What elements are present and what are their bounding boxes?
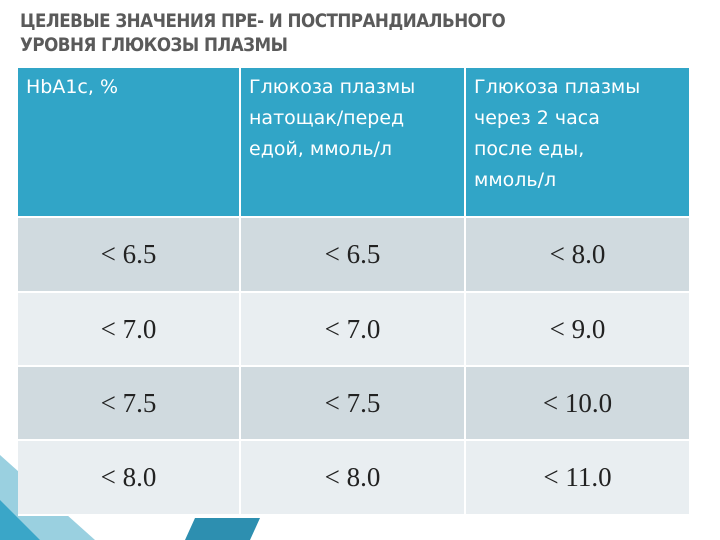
cell-text: < 6.5 [100,239,157,269]
cell-text: < 9.0 [549,313,606,344]
table-cell: < 7.0 [241,293,466,367]
header-text: ммоль/л [474,169,557,191]
cell-text: < 7.0 [324,313,381,344]
cell-text: < 8.0 [549,239,606,269]
cell-text: < 8.0 [100,462,157,492]
title-line: УРОВНЯ ГЛЮКОЗЫ ПЛАЗМЫ [20,34,288,56]
deco-shape [0,500,40,540]
table-cell: < 11.0 [466,441,691,516]
title-line: ЦЕЛЕВЫЕ ЗНАЧЕНИЯ ПРЕ- И ПОСТПРАНДИАЛЬНОГ… [20,10,506,32]
cell-text: < 11.0 [543,462,612,492]
table-cell: < 8.0 [241,441,466,516]
header-text: Глюкоза плазмы [249,76,416,98]
table-cell: < 9.0 [466,293,691,367]
table-cell: < 10.0 [466,367,691,441]
table-cell: < 6.5 [241,218,466,293]
cell-text: < 7.5 [100,387,157,418]
header-text: едой, ммоль/л [249,138,393,160]
cell-text: < 7.0 [100,313,157,344]
deco-shape [185,518,260,540]
cell-text: < 8.0 [324,462,381,492]
header-text: HbA1c, % [26,76,119,98]
header-cell: Глюкоза плазмы натощак/перед едой, ммоль/л [241,68,466,218]
header-cell: HbA1c, % [18,68,241,218]
table-cell: < 8.0 [18,441,241,516]
header-text: через 2 часа [474,107,600,129]
header-cell: Глюкоза плазмы через 2 часа после еды, ммол… [466,68,691,218]
table-cell: < 7.5 [18,367,241,441]
table-cell: < 8.0 [466,218,691,293]
header-text: Глюкоза плазмы [474,76,641,98]
header-text: после еды, [474,138,585,160]
table-cell: < 7.5 [241,367,466,441]
header-text: натощак/перед [249,107,405,129]
cell-text: < 6.5 [324,239,381,269]
table-cell: < 7.0 [18,293,241,367]
cell-text: < 7.5 [324,387,381,418]
cell-text: < 10.0 [542,387,613,418]
table-cell: < 6.5 [18,218,241,293]
